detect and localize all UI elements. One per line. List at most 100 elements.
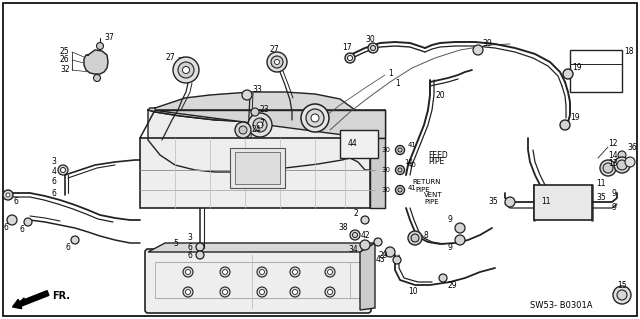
Circle shape xyxy=(473,45,483,55)
Text: 27: 27 xyxy=(270,46,280,55)
Circle shape xyxy=(290,267,300,277)
Circle shape xyxy=(271,56,283,68)
Text: 10: 10 xyxy=(408,287,418,296)
Text: 6: 6 xyxy=(187,250,192,259)
Circle shape xyxy=(242,90,252,100)
Circle shape xyxy=(257,267,267,277)
Text: 43: 43 xyxy=(375,256,385,264)
Circle shape xyxy=(24,218,32,226)
Text: 11: 11 xyxy=(541,197,551,206)
Text: 26: 26 xyxy=(60,56,70,64)
Circle shape xyxy=(455,235,465,245)
Polygon shape xyxy=(148,243,375,252)
Text: 37: 37 xyxy=(104,33,114,41)
Text: 33: 33 xyxy=(252,85,262,94)
Circle shape xyxy=(186,290,191,294)
Text: 11: 11 xyxy=(596,179,605,188)
Circle shape xyxy=(97,42,104,49)
Text: 35: 35 xyxy=(488,197,498,206)
Text: 36: 36 xyxy=(627,144,637,152)
Text: FEED: FEED xyxy=(428,151,448,160)
Circle shape xyxy=(560,120,570,130)
Text: 30: 30 xyxy=(381,147,390,153)
Text: 4: 4 xyxy=(51,167,56,176)
Text: 41: 41 xyxy=(408,185,417,191)
Circle shape xyxy=(58,165,68,175)
Text: RETURN: RETURN xyxy=(412,179,440,185)
Circle shape xyxy=(223,270,227,275)
Text: 23: 23 xyxy=(260,105,269,114)
Text: 6: 6 xyxy=(4,224,9,233)
Text: FR.: FR. xyxy=(52,291,70,301)
Circle shape xyxy=(239,126,247,134)
Text: 14: 14 xyxy=(608,151,618,160)
Circle shape xyxy=(345,53,355,63)
Text: 29: 29 xyxy=(448,281,458,291)
Text: PIPE: PIPE xyxy=(428,158,444,167)
Polygon shape xyxy=(84,50,108,74)
Circle shape xyxy=(563,69,573,79)
Text: 38: 38 xyxy=(339,224,348,233)
Circle shape xyxy=(350,230,360,240)
Circle shape xyxy=(600,160,616,176)
Circle shape xyxy=(325,267,335,277)
Circle shape xyxy=(301,104,329,132)
Circle shape xyxy=(6,193,10,197)
Text: 6: 6 xyxy=(51,189,56,197)
Text: 5: 5 xyxy=(173,239,178,248)
Circle shape xyxy=(3,190,13,200)
Text: 6: 6 xyxy=(51,177,56,187)
Circle shape xyxy=(306,109,324,127)
Circle shape xyxy=(368,43,378,53)
Circle shape xyxy=(408,231,422,245)
Text: SW53- B0301A: SW53- B0301A xyxy=(530,301,593,310)
Text: 9: 9 xyxy=(447,216,452,225)
Circle shape xyxy=(617,290,627,300)
Text: 39: 39 xyxy=(482,39,492,48)
Text: VENT: VENT xyxy=(424,192,443,198)
Circle shape xyxy=(374,238,382,246)
Circle shape xyxy=(617,160,627,170)
Bar xyxy=(534,185,592,220)
Circle shape xyxy=(411,234,419,242)
Text: 27: 27 xyxy=(165,54,175,63)
Text: 6: 6 xyxy=(65,242,70,251)
Bar xyxy=(340,130,378,158)
Text: 30: 30 xyxy=(381,167,390,173)
Circle shape xyxy=(251,108,259,116)
Circle shape xyxy=(292,290,298,294)
Circle shape xyxy=(248,113,272,137)
Bar xyxy=(230,148,285,188)
Circle shape xyxy=(259,270,264,275)
Circle shape xyxy=(328,290,333,294)
Circle shape xyxy=(328,270,333,275)
Circle shape xyxy=(220,287,230,297)
Text: 1: 1 xyxy=(388,69,393,78)
Text: 9: 9 xyxy=(612,204,617,212)
Circle shape xyxy=(455,223,465,233)
Circle shape xyxy=(183,287,193,297)
Text: 6: 6 xyxy=(14,197,19,206)
FancyArrow shape xyxy=(13,291,49,309)
Text: 15: 15 xyxy=(617,280,627,290)
Circle shape xyxy=(361,216,369,224)
Bar xyxy=(235,152,280,184)
Circle shape xyxy=(393,256,401,264)
Circle shape xyxy=(61,167,65,173)
Circle shape xyxy=(325,287,335,297)
Text: 29: 29 xyxy=(378,250,388,259)
Text: 42: 42 xyxy=(360,231,370,240)
Circle shape xyxy=(196,251,204,259)
Circle shape xyxy=(396,166,404,174)
Text: 19: 19 xyxy=(570,114,580,122)
Circle shape xyxy=(220,267,230,277)
Text: 30: 30 xyxy=(365,35,375,44)
Polygon shape xyxy=(148,92,355,122)
Circle shape xyxy=(618,151,626,159)
Circle shape xyxy=(223,290,227,294)
Polygon shape xyxy=(155,110,385,138)
Text: 8: 8 xyxy=(424,231,429,240)
Text: 3: 3 xyxy=(187,234,192,242)
Text: 2: 2 xyxy=(353,209,358,218)
Circle shape xyxy=(360,240,370,250)
